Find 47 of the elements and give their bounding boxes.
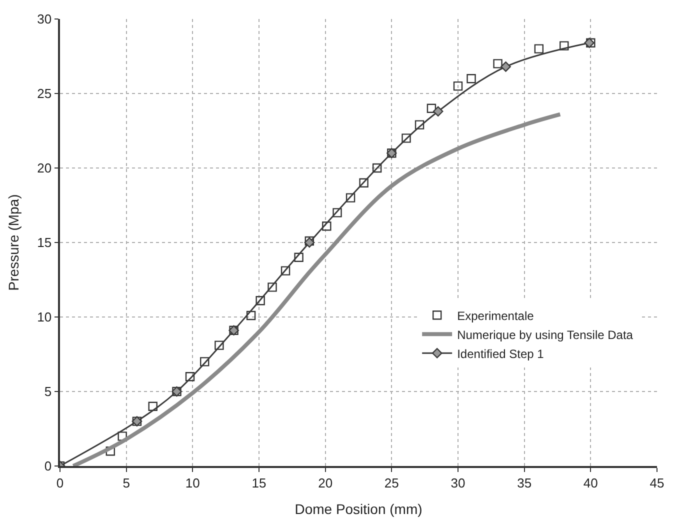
point bbox=[534, 44, 544, 54]
point bbox=[322, 222, 332, 231]
point bbox=[359, 178, 368, 188]
point bbox=[148, 402, 158, 411]
point bbox=[332, 208, 342, 218]
x-tick-label: 40 bbox=[583, 475, 598, 490]
x-tick-label: 20 bbox=[318, 475, 333, 490]
y-tick-label: 5 bbox=[44, 384, 52, 400]
point bbox=[280, 266, 290, 276]
point bbox=[256, 296, 265, 306]
point bbox=[268, 282, 277, 292]
point bbox=[214, 340, 224, 350]
y-tick-label: 10 bbox=[37, 310, 52, 325]
y-axis-title: Pressure (Mpa) bbox=[5, 194, 22, 291]
x-tick-label: 0 bbox=[56, 475, 64, 490]
x-tick-label: 15 bbox=[252, 475, 266, 490]
x-tick-label: 45 bbox=[650, 475, 664, 490]
point bbox=[432, 106, 444, 117]
x-tick-label: 35 bbox=[517, 475, 532, 490]
point bbox=[493, 59, 502, 68]
line-series bbox=[71, 112, 562, 466]
y-tick-label: 20 bbox=[37, 160, 52, 176]
point bbox=[453, 81, 463, 91]
point bbox=[294, 252, 304, 262]
y-tick-label: 15 bbox=[37, 235, 52, 250]
legend-label: Numerique by using Tensile Data bbox=[457, 328, 634, 342]
point bbox=[414, 120, 424, 130]
x-tick-label: 25 bbox=[384, 475, 399, 490]
x-axis-title: Dome Position (mm) bbox=[294, 501, 422, 518]
point bbox=[246, 310, 256, 320]
y-tick-label: 0 bbox=[44, 458, 52, 474]
point bbox=[466, 74, 476, 84]
x-tick-label: 30 bbox=[450, 475, 466, 490]
point bbox=[560, 41, 569, 50]
point bbox=[500, 62, 511, 72]
y-tick-label: 25 bbox=[37, 86, 52, 102]
x-tick-label: 10 bbox=[185, 475, 200, 490]
point bbox=[185, 372, 195, 382]
legend-label: Identified Step 1 bbox=[457, 346, 544, 361]
legend-label: Experimentale bbox=[457, 308, 534, 323]
point bbox=[346, 193, 356, 202]
point bbox=[402, 134, 411, 143]
y-tick-label: 30 bbox=[37, 12, 52, 27]
point bbox=[372, 163, 382, 173]
x-tick-label: 5 bbox=[122, 475, 130, 490]
point bbox=[200, 357, 210, 366]
point bbox=[426, 104, 436, 113]
